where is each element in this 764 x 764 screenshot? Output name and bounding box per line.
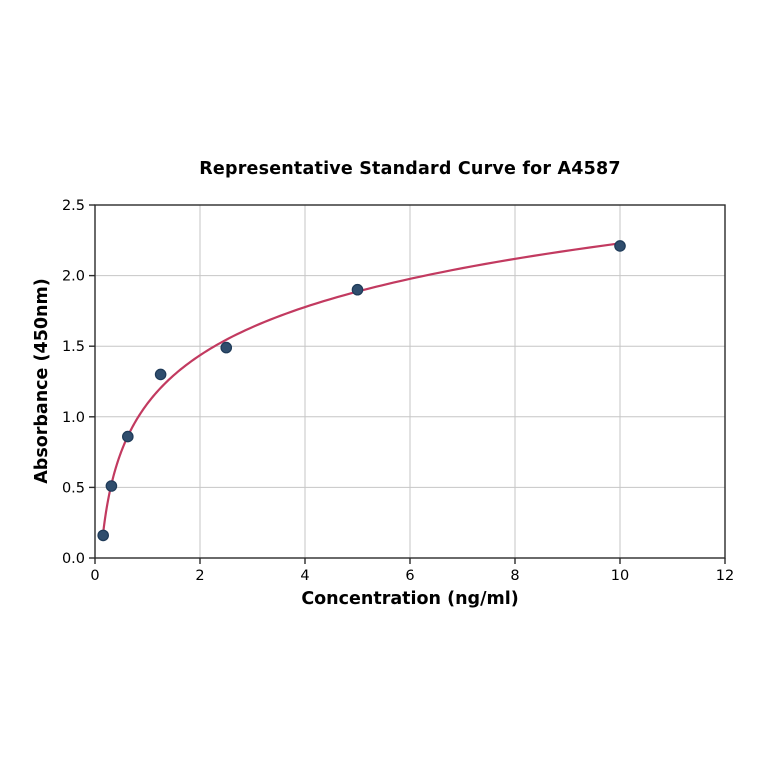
data-point <box>154 368 167 381</box>
y-tick-label: 1.5 <box>62 339 85 355</box>
y-tick-label: 0.0 <box>62 551 85 567</box>
y-axis-label: Absorbance (450nm) <box>32 278 52 484</box>
x-tick-label: 0 <box>90 568 99 584</box>
y-tick-label: 0.5 <box>62 480 85 496</box>
data-point <box>614 240 626 252</box>
x-tick-label: 8 <box>510 568 519 584</box>
x-tick-label: 4 <box>300 568 309 584</box>
x-tick-label: 2 <box>195 568 204 584</box>
data-point <box>122 430 134 443</box>
y-tick-label: 2.5 <box>62 198 85 214</box>
data-point <box>220 341 233 354</box>
data-point <box>105 480 118 492</box>
x-tick-label: 12 <box>716 568 734 584</box>
y-tick-label: 2.0 <box>62 269 85 285</box>
x-tick-label: 6 <box>405 568 414 584</box>
x-axis-label: Concentration (ng/ml) <box>301 589 519 609</box>
x-tick-label: 10 <box>611 568 629 584</box>
y-tick-label: 1.0 <box>62 410 85 426</box>
chart-title: Representative Standard Curve for A4587 <box>199 159 621 179</box>
data-point <box>351 283 364 296</box>
data-point <box>97 529 109 542</box>
